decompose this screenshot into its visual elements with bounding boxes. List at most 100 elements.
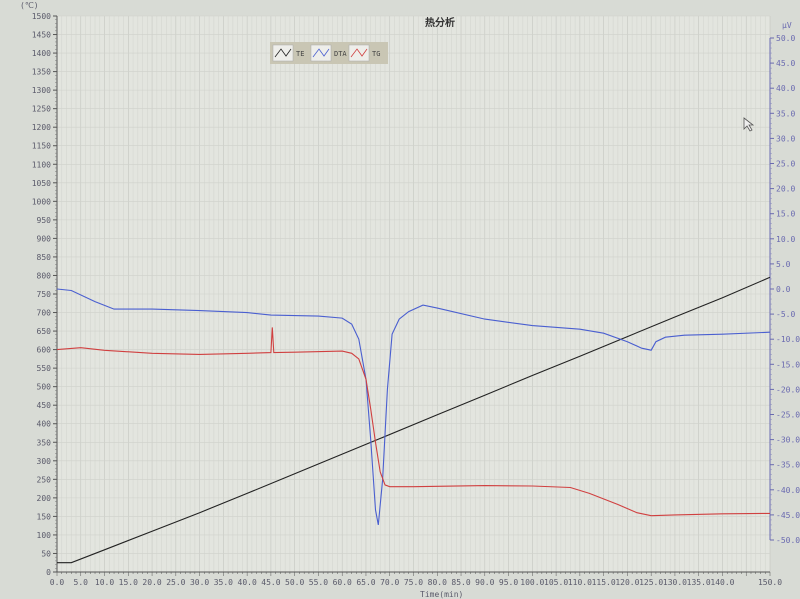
right-axis-tick-label: -15.0 [776, 360, 800, 369]
legend-label-dta: DTA [334, 50, 347, 58]
x-axis-tick-label: 25.0 [166, 578, 185, 587]
left-axis-tick-label: 350 [37, 438, 52, 447]
right-axis-tick-label: 50.0 [776, 34, 795, 43]
legend-swatch-tg [348, 44, 370, 62]
x-axis-tick-label: 110.0 [568, 578, 592, 587]
x-axis-tick-label: 20.0 [142, 578, 161, 587]
left-axis-tick-label: 750 [37, 290, 52, 299]
x-axis-tick-label: 105.0 [544, 578, 568, 587]
x-axis-tick-label: 60.0 [333, 578, 352, 587]
x-axis-tick-label: 115.0 [592, 578, 616, 587]
legend-swatch-dta [310, 44, 332, 62]
right-axis-tick-label: 15.0 [776, 210, 795, 219]
left-axis-tick-label: 250 [37, 475, 52, 484]
x-axis-tick-label: 85.0 [451, 578, 470, 587]
left-axis-tick-label: 800 [37, 271, 52, 280]
left-axis-tick-label: 50 [41, 549, 51, 558]
right-axis-tick-label: 45.0 [776, 59, 795, 68]
x-axis-tick-label: 55.0 [309, 578, 328, 587]
right-axis-tick-label: 20.0 [776, 185, 795, 194]
left-axis-tick-label: 500 [37, 383, 52, 392]
right-axis-tick-label: -50.0 [776, 536, 800, 545]
left-axis-tick-label: 1350 [32, 68, 51, 77]
x-axis-tick-label: 125.0 [639, 578, 663, 587]
left-axis-tick-label: 0 [46, 568, 51, 577]
left-axis-tick-label: 950 [37, 216, 52, 225]
left-axis-tick-label: 1300 [32, 86, 51, 95]
x-axis-tick-label: 10.0 [95, 578, 114, 587]
x-axis-tick-label: 140.0 [710, 578, 734, 587]
right-axis-tick-label: 40.0 [776, 84, 795, 93]
right-axis-tick-label: -5.0 [776, 310, 795, 319]
right-axis-tick-label: 5.0 [776, 260, 791, 269]
x-axis-tick-label: 15.0 [119, 578, 138, 587]
left-axis-tick-label: 600 [37, 346, 52, 355]
left-axis-tick-label: 900 [37, 234, 52, 243]
left-axis-tick-label: 550 [37, 364, 52, 373]
right-axis-tick-label: 25.0 [776, 160, 795, 169]
right-axis-tick-label: -25.0 [776, 411, 800, 420]
legend-label-tg: TG [372, 50, 380, 58]
right-axis-tick-label: -45.0 [776, 511, 800, 520]
right-axis-tick-label: -35.0 [776, 461, 800, 470]
mouse-cursor-icon [743, 117, 755, 132]
x-axis-tick-label: 130.0 [663, 578, 687, 587]
right-axis-tick-label: 35.0 [776, 109, 795, 118]
legend-line-icon [350, 48, 368, 58]
left-axis-tick-label: 1150 [32, 142, 51, 151]
x-axis-tick-label: 40.0 [238, 578, 257, 587]
legend-label-te: TE [296, 50, 304, 58]
right-axis-tick-label: -10.0 [776, 335, 800, 344]
left-axis-tick-label: 1250 [32, 105, 51, 114]
x-axis-tick-label: 120.0 [615, 578, 639, 587]
legend-swatch-te [272, 44, 294, 62]
left-axis-unit: (℃) [20, 1, 39, 10]
chart-title: 热分析 [425, 16, 455, 29]
axes: 0 50 100 150 200 250 300 350 400 450 500 550 600 650 7… [32, 12, 800, 587]
right-axis-tick-label: -40.0 [776, 486, 800, 495]
right-axis-tick-label: 10.0 [776, 235, 795, 244]
x-axis-tick-label: 5.0 [74, 578, 89, 587]
series-lines [56, 276, 771, 564]
series-line-tg [56, 327, 771, 517]
right-axis-tick-label: -30.0 [776, 436, 800, 445]
right-axis-tick-label: 0.0 [776, 285, 791, 294]
grid [56, 15, 771, 573]
x-axis-tick-label: 135.0 [687, 578, 711, 587]
left-axis-tick-label: 150 [37, 512, 52, 521]
x-axis-tick-label: 70.0 [380, 578, 399, 587]
left-axis-tick-label: 1200 [32, 123, 51, 132]
left-axis-tick-label: 1050 [32, 179, 51, 188]
x-axis-tick-label: 45.0 [261, 578, 280, 587]
left-axis-tick-label: 700 [37, 309, 52, 318]
left-axis-tick-label: 100 [37, 531, 52, 540]
left-axis-tick-label: 1450 [32, 31, 51, 40]
left-axis-tick-label: 850 [37, 253, 52, 262]
x-axis-tick-label: 30.0 [190, 578, 209, 587]
x-axis-tick-label: 80.0 [428, 578, 447, 587]
x-axis-tick-label: 35.0 [214, 578, 233, 587]
legend-line-icon [274, 48, 292, 58]
x-axis-tick-label: 150.0 [758, 578, 782, 587]
series-line-dta [56, 288, 771, 526]
left-axis-tick-label: 450 [37, 401, 52, 410]
left-axis-tick-label: 400 [37, 420, 52, 429]
x-axis-tick-label: 90.0 [475, 578, 494, 587]
right-axis-unit: μV [782, 21, 792, 30]
legend-line-icon [312, 48, 330, 58]
left-axis-tick-label: 1000 [32, 197, 51, 206]
x-axis-tick-label: 50.0 [285, 578, 304, 587]
x-axis-tick-label: 65.0 [356, 578, 375, 587]
x-axis-tick-label: 95.0 [499, 578, 518, 587]
left-axis-tick-label: 300 [37, 457, 52, 466]
legend[interactable]: TE DTA TG [270, 42, 388, 64]
x-axis-tick-label: 0.0 [50, 578, 65, 587]
x-axis-tick-label: 100.0 [520, 578, 544, 587]
left-axis-tick-label: 200 [37, 494, 52, 503]
x-axis-label: Time(min) [420, 590, 463, 599]
left-axis-tick-label: 650 [37, 327, 52, 336]
right-axis-tick-label: -20.0 [776, 385, 800, 394]
right-axis-tick-label: 30.0 [776, 134, 795, 143]
